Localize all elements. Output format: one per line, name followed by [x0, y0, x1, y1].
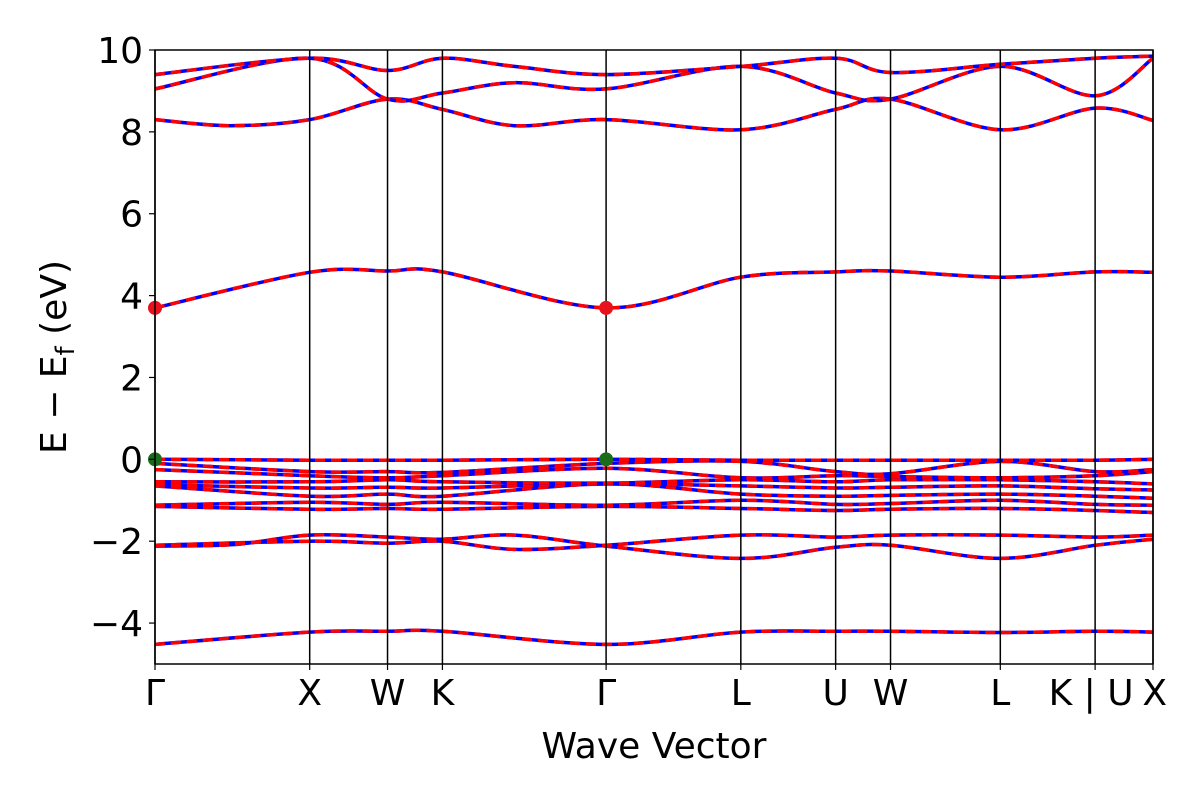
x-tick-label-9: K | U: [1049, 673, 1134, 714]
band-line-spin-down-5: [155, 482, 1153, 500]
band-line-spin-down-7: [155, 477, 1153, 486]
band-line-spin-up-1: [155, 532, 1153, 561]
band-line-spin-down-3: [155, 504, 1153, 515]
y-tick-label-6: 8: [120, 113, 143, 154]
x-tick-label-8: L: [990, 673, 1010, 714]
x-tick-label-10: X: [1142, 673, 1167, 714]
x-tick-label-7: W: [873, 673, 909, 714]
y-tick-label-7: 10: [97, 31, 143, 72]
band-line-spin-down-14: [155, 54, 1153, 77]
x-tick-label-3: K: [431, 673, 456, 714]
x-tick-label-1: X: [297, 673, 322, 714]
band-line-spin-down-4: [155, 498, 1153, 507]
plot-frame: [154, 49, 1154, 665]
y-axis-label: E − Ef (eV): [34, 260, 81, 454]
y-axis-label-main: E − E: [34, 355, 75, 454]
x-tick-label-2: W: [370, 673, 406, 714]
x-tick-label-4: Γ: [596, 673, 616, 714]
y-tick-label-1: −2: [90, 522, 143, 563]
band-edge-markers: [148, 300, 614, 467]
band-line-spin-down-8: [155, 466, 1153, 480]
kpoint-lines: [154, 50, 1154, 664]
band-line-spin-down-12: [155, 96, 1153, 132]
band-edge-marker-3: [599, 452, 614, 467]
band-line-spin-down-2: [155, 533, 1153, 552]
x-tick-label-5: L: [731, 673, 751, 714]
bands-layer: [155, 54, 1153, 647]
band-line-spin-up-11: [155, 267, 1153, 310]
y-tick-label-3: 2: [120, 358, 143, 399]
y-axis-label-subscript: f: [51, 345, 81, 355]
band-line-spin-down-0: [155, 628, 1153, 647]
x-tick-label-6: U: [822, 673, 848, 714]
y-tick-label-2: 0: [120, 440, 143, 481]
x-tick-label-0: Γ: [145, 673, 165, 714]
y-tick-label-0: −4: [90, 604, 143, 645]
band-line-spin-down-10: [155, 457, 1153, 462]
band-line-spin-down-6: [155, 482, 1153, 492]
band-line-spin-up-12: [155, 96, 1153, 132]
y-axis-label-unit: (eV): [34, 260, 75, 346]
band-line-spin-down-13: [155, 56, 1153, 103]
band-edge-marker-1: [599, 300, 614, 315]
y-tick-label-4: 4: [120, 277, 143, 318]
band-line-spin-down-1: [155, 532, 1153, 561]
y-tick-label-5: 6: [120, 195, 143, 236]
y-axis-ticks: −4 −2 0 2 4 6 8 10: [90, 31, 155, 645]
x-axis-label: Wave Vector: [542, 726, 767, 767]
